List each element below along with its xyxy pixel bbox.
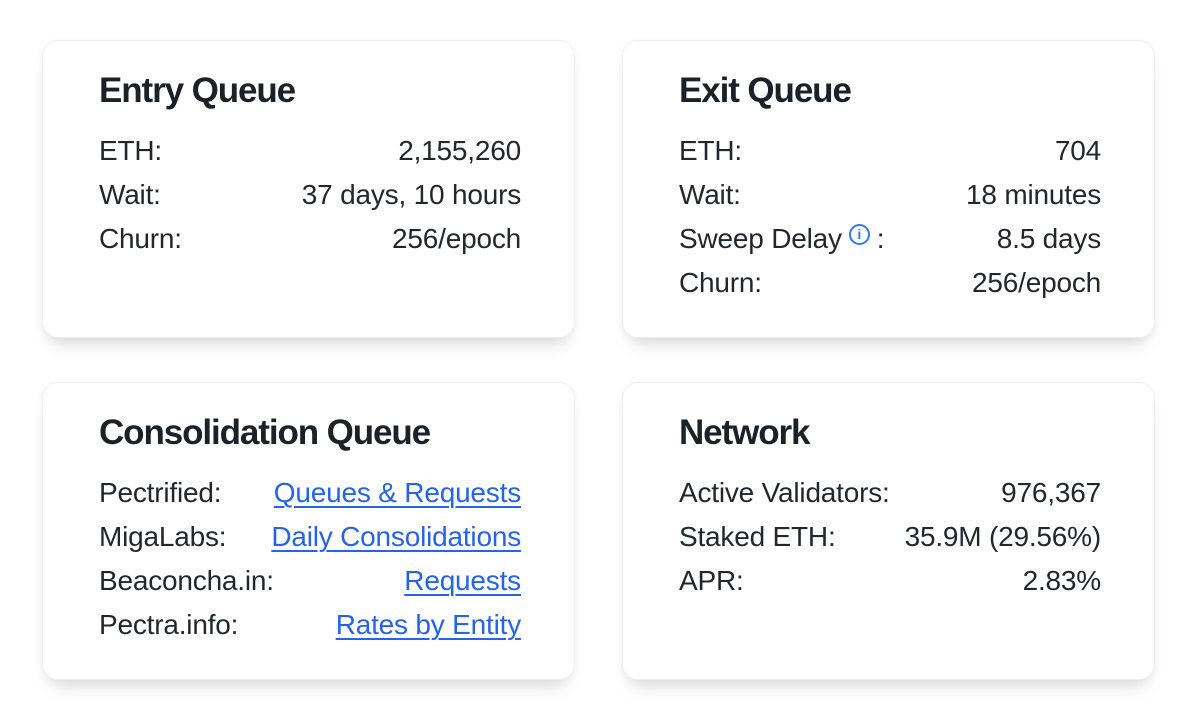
queues-and-requests-link[interactable]: Queues & Requests <box>273 477 521 508</box>
exit-queue-card: Exit Queue ETH: 704 Wait: 18 minutes Swe… <box>622 40 1155 338</box>
stat-value: 704 <box>1054 135 1101 166</box>
card-title-network: Network <box>679 413 810 452</box>
stat-value: 2,155,260 <box>398 135 521 166</box>
stat-value: 2.83% <box>1022 565 1102 596</box>
entry-queue-card: Entry Queue ETH: 2,155,260 Wait: 37 days… <box>42 40 575 338</box>
stat-row-churn: Churn: 256/epoch <box>99 217 521 261</box>
stat-label: Sweep Delay i: <box>679 223 885 254</box>
stat-label: ETH: <box>679 135 742 166</box>
stat-value: 35.9M (29.56%) <box>904 521 1102 552</box>
stat-label: Churn: <box>99 223 182 254</box>
requests-link[interactable]: Requests <box>404 565 521 596</box>
stat-label: MigaLabs: <box>99 521 227 552</box>
link-row-beaconchain: Beaconcha.in: Requests <box>99 559 521 603</box>
consolidation-queue-card: Consolidation Queue Pectrified: Queues &… <box>42 382 575 680</box>
stat-label: APR: <box>679 565 744 596</box>
stat-row-wait: Wait: 18 minutes <box>679 173 1101 217</box>
stat-row-active-validators: Active Validators: 976,367 <box>679 471 1101 515</box>
stat-label: Active Validators: <box>679 477 890 508</box>
stat-value: 256/epoch <box>972 267 1101 298</box>
card-title-exit-queue: Exit Queue <box>679 71 852 110</box>
stat-value: 8.5 days <box>996 223 1101 254</box>
stat-value: 18 minutes <box>966 179 1101 210</box>
stat-row-eth: ETH: 2,155,260 <box>99 129 521 173</box>
network-card: Network Active Validators: 976,367 Stake… <box>622 382 1155 680</box>
stat-value: 37 days, 10 hours <box>301 179 521 210</box>
stat-row-wait: Wait: 37 days, 10 hours <box>99 173 521 217</box>
dashboard-grid: Entry Queue ETH: 2,155,260 Wait: 37 days… <box>42 40 1155 680</box>
card-title-entry-queue: Entry Queue <box>99 71 296 110</box>
stat-value: 256/epoch <box>392 223 521 254</box>
stat-label: Staked ETH: <box>679 521 836 552</box>
stat-label: Wait: <box>679 179 741 210</box>
stat-label: Pectrified: <box>99 477 222 508</box>
stat-label: ETH: <box>99 135 162 166</box>
stat-label: Beaconcha.in: <box>99 565 274 596</box>
stat-row-staked-eth: Staked ETH: 35.9M (29.56%) <box>679 515 1101 559</box>
link-row-pectrified: Pectrified: Queues & Requests <box>99 471 521 515</box>
stat-label: Wait: <box>99 179 161 210</box>
link-row-migalabs: MigaLabs: Daily Consolidations <box>99 515 521 559</box>
card-title-consolidation-queue: Consolidation Queue <box>99 413 431 452</box>
stat-row-eth: ETH: 704 <box>679 129 1101 173</box>
stat-row-sweep-delay: Sweep Delay i: 8.5 days <box>679 217 1101 261</box>
stat-label: Pectra.info: <box>99 609 239 640</box>
daily-consolidations-link[interactable]: Daily Consolidations <box>271 521 521 552</box>
stat-value: 976,367 <box>1001 477 1101 508</box>
stat-label: Churn: <box>679 267 762 298</box>
stat-row-apr: APR: 2.83% <box>679 559 1101 603</box>
stat-row-churn: Churn: 256/epoch <box>679 261 1101 305</box>
rates-by-entity-link[interactable]: Rates by Entity <box>335 609 522 640</box>
link-row-pectra-info: Pectra.info: Rates by Entity <box>99 603 521 647</box>
info-icon[interactable]: i <box>848 223 870 245</box>
